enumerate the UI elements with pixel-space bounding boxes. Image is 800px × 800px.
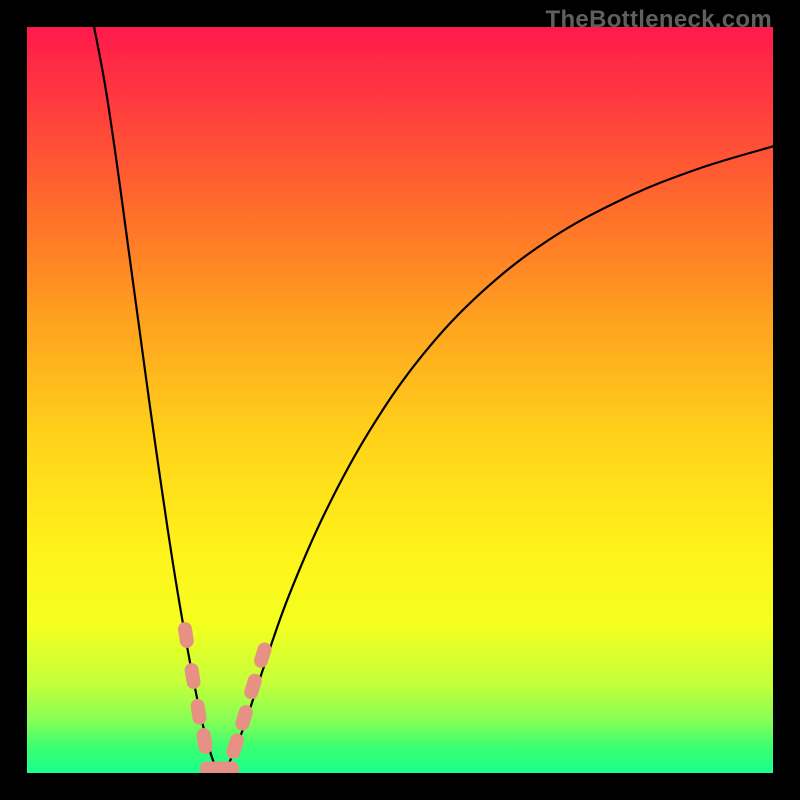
data-marker xyxy=(213,762,239,773)
plot-area xyxy=(27,27,773,773)
watermark-label: TheBottleneck.com xyxy=(546,6,772,34)
gradient-background xyxy=(27,27,773,773)
